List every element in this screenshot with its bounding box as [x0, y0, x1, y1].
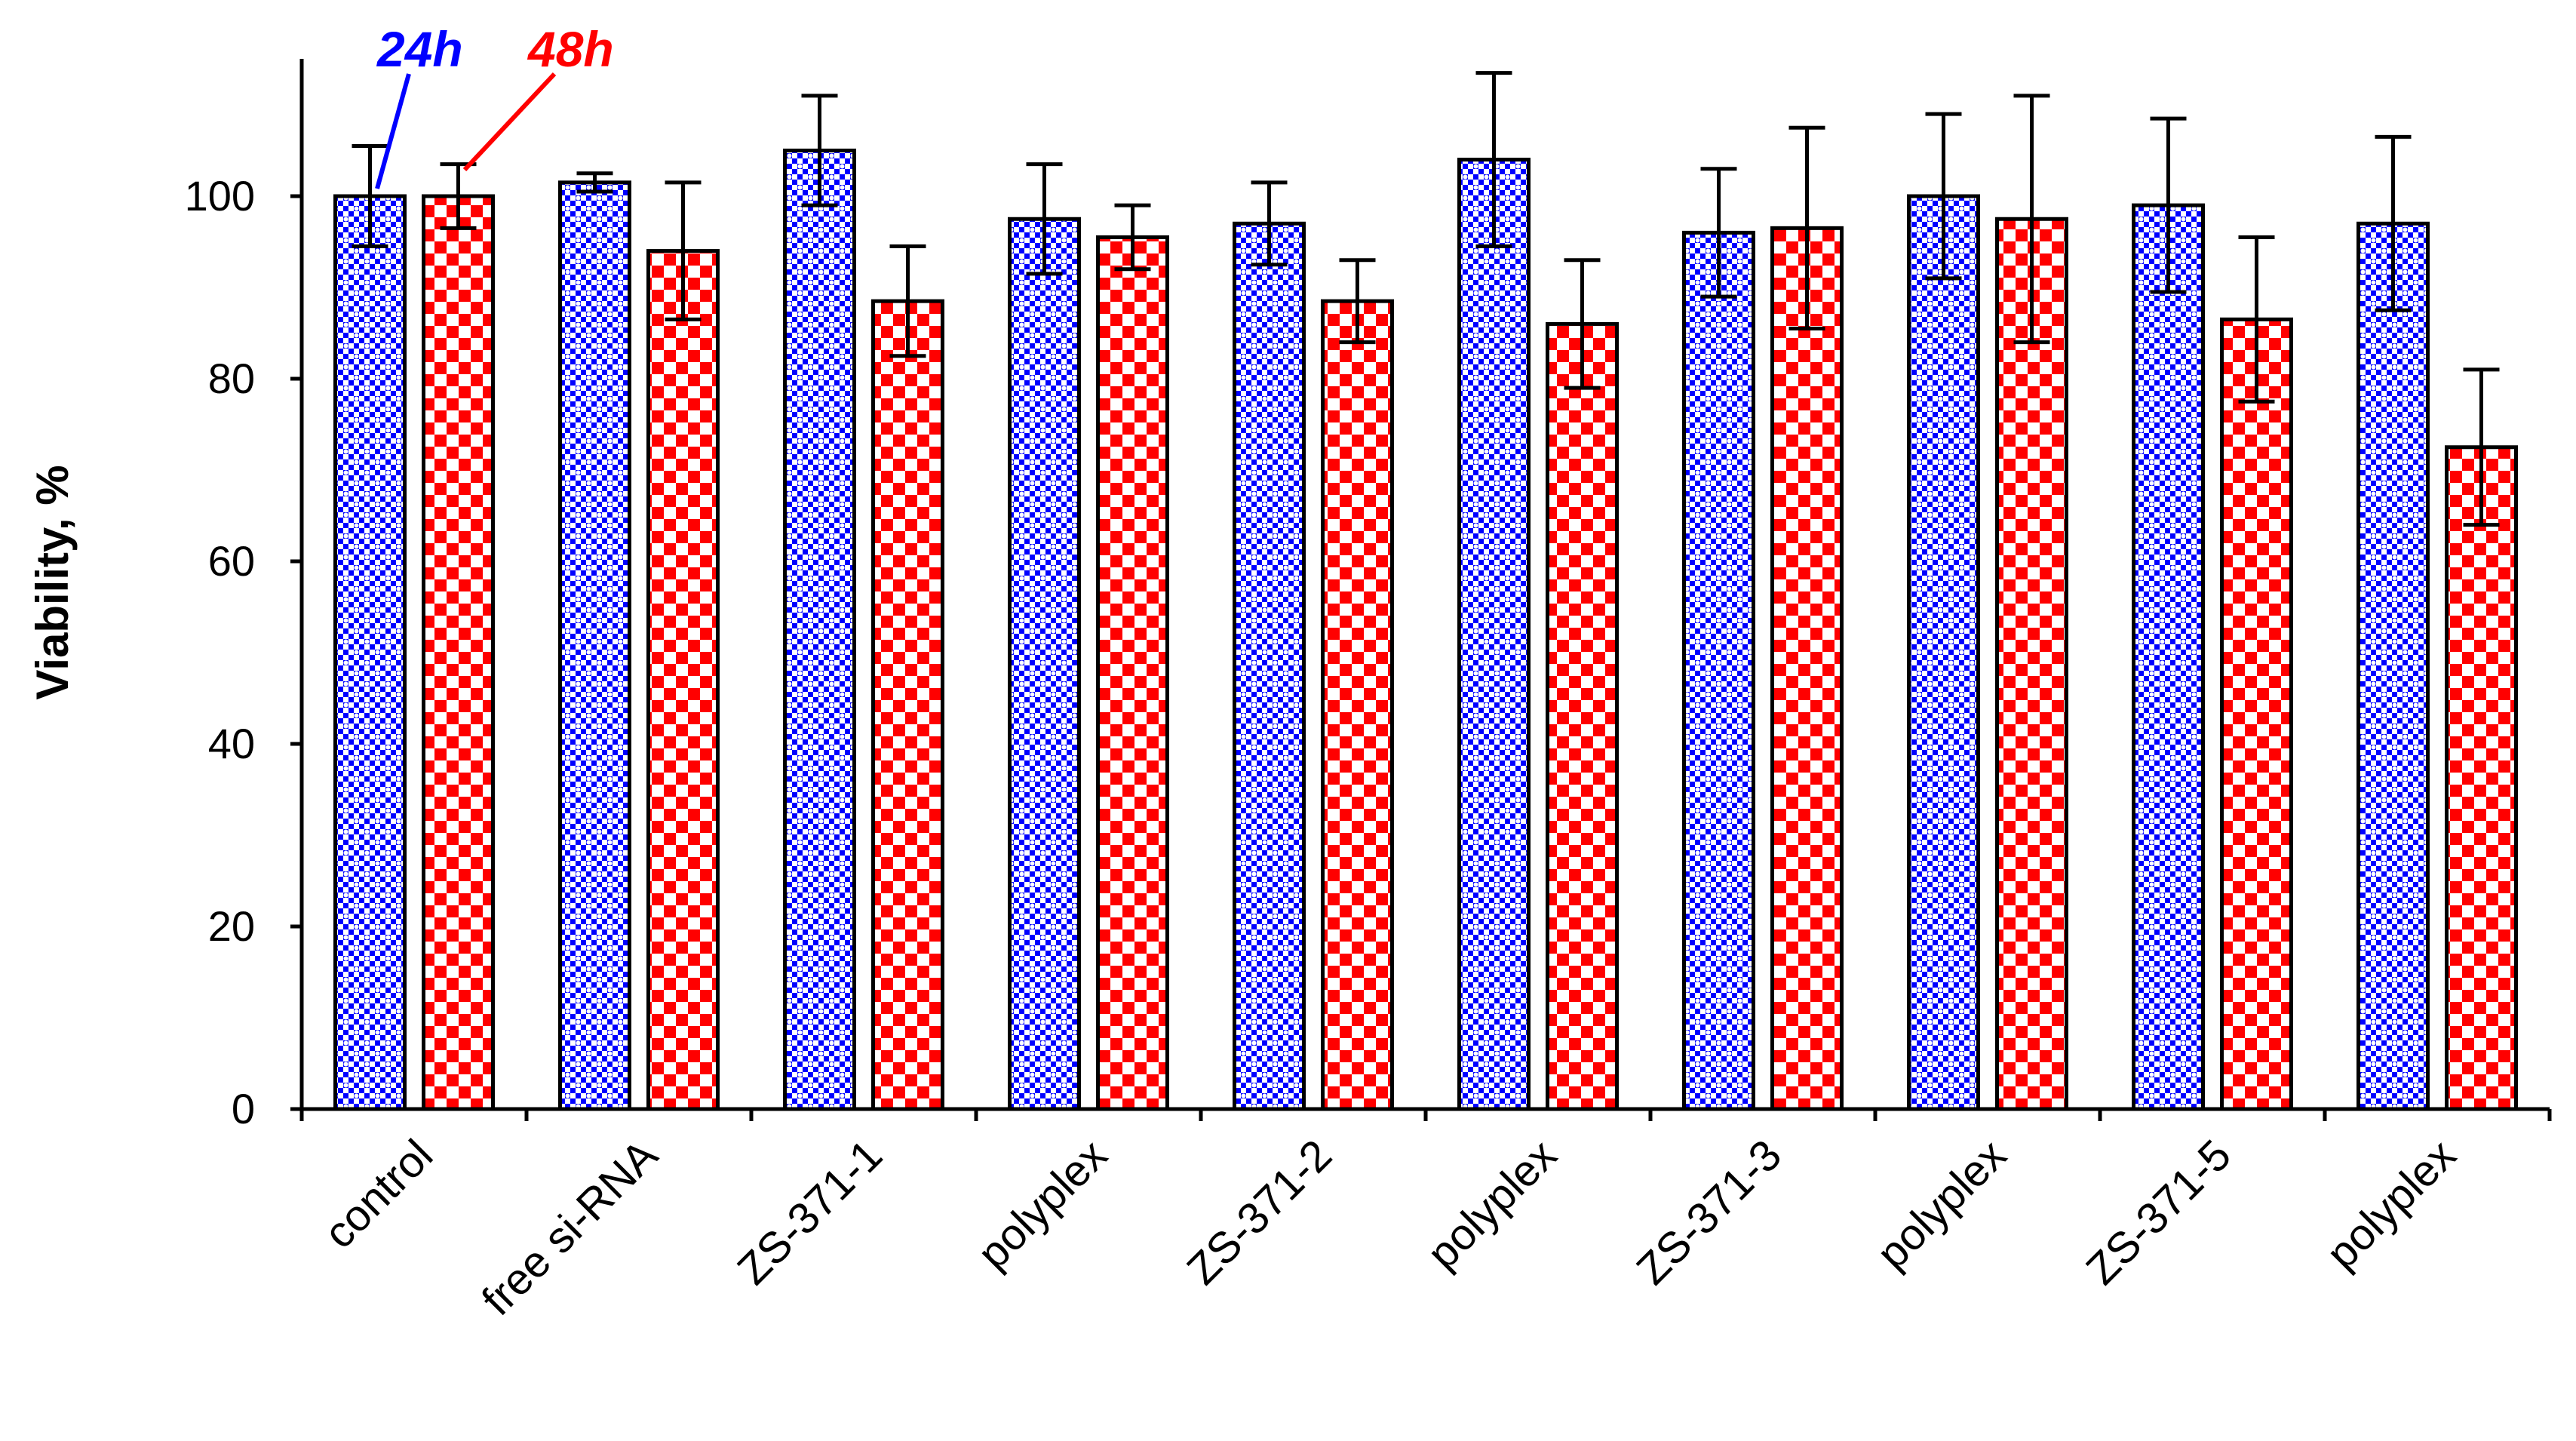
error-bar-24h-0	[352, 143, 388, 249]
bar-24h-4	[1233, 221, 1306, 1111]
bar-48h-4	[1321, 299, 1394, 1111]
error-bar-48h-7	[2013, 94, 2050, 345]
bar-48h-8	[2220, 317, 2293, 1111]
x-axis: control free si-RNA ZS-371-1 polyplex ZS-371…	[299, 1107, 2552, 1325]
bars-group	[333, 149, 2518, 1111]
x-tick-label: polyplex	[2317, 1130, 2465, 1278]
y-tick-label: 80	[208, 355, 255, 402]
bar-48h-1	[646, 249, 720, 1111]
y-axis: 0 20 40 60 80 100	[185, 59, 304, 1132]
y-tick-label: 60	[208, 537, 255, 585]
bar-24h-3	[1008, 217, 1081, 1111]
error-bar-48h-2	[889, 244, 926, 358]
error-bar-24h-9	[2375, 134, 2412, 312]
error-bar-48h-8	[2238, 235, 2275, 404]
x-tick-label: ZS-371-1	[728, 1130, 892, 1294]
error-bar-24h-2	[801, 94, 838, 207]
x-tick-labels: control free si-RNA ZS-371-1 polyplex ZS-371…	[315, 1130, 2465, 1325]
y-ticks: 0 20 40 60 80 100	[185, 172, 302, 1132]
bar-48h-7	[1995, 217, 2068, 1111]
legend-pointer-24h	[375, 73, 411, 189]
error-bar-24h-8	[2150, 116, 2187, 294]
error-bar-48h-9	[2463, 367, 2500, 527]
x-tick-label: polyplex	[1418, 1130, 1566, 1278]
bar-48h-5	[1546, 321, 1619, 1111]
error-bar-24h-4	[1251, 180, 1288, 267]
bar-24h-0	[333, 194, 407, 1111]
x-tick-label: free si-RNA	[472, 1130, 667, 1325]
error-bar-24h-7	[1925, 112, 1962, 281]
bar-24h-9	[2356, 221, 2430, 1111]
legend-pointer-48h	[462, 72, 557, 172]
error-bar-24h-6	[1700, 167, 1737, 299]
x-tick-label: ZS-371-2	[1177, 1130, 1341, 1294]
error-bar-24h-5	[1475, 71, 1512, 249]
bar-48h-6	[1770, 226, 1844, 1111]
x-tick-label: polyplex	[1868, 1130, 2016, 1278]
bar-24h-2	[783, 149, 856, 1111]
error-bar-48h-6	[1788, 125, 1825, 330]
error-bar-24h-1	[576, 171, 613, 194]
legend-label-48h: 48h	[527, 21, 614, 77]
bar-24h-8	[2132, 203, 2205, 1111]
bar-48h-2	[871, 299, 944, 1111]
bar-48h-0	[422, 194, 495, 1111]
y-axis-label: Viability, %	[27, 465, 78, 699]
error-bar-24h-3	[1026, 162, 1063, 276]
error-bar-48h-3	[1114, 203, 1151, 272]
error-bar-48h-1	[665, 180, 702, 321]
x-tick-label: control	[315, 1130, 442, 1258]
error-bar-48h-4	[1339, 258, 1376, 345]
error-bar-48h-5	[1564, 258, 1601, 390]
x-tick-label: ZS-371-3	[1627, 1130, 1791, 1294]
y-tick-label: 0	[232, 1085, 255, 1132]
legend-label-24h: 24h	[376, 21, 463, 77]
x-ticks	[299, 1109, 2552, 1121]
x-tick-label: polyplex	[969, 1130, 1116, 1278]
error-bars-group	[352, 71, 2500, 527]
y-tick-label: 40	[208, 720, 255, 767]
bar-24h-5	[1457, 158, 1531, 1111]
bar-24h-1	[558, 180, 631, 1111]
bar-48h-3	[1096, 235, 1169, 1111]
y-tick-label: 100	[185, 172, 255, 220]
x-tick-label: ZS-371-5	[2077, 1130, 2240, 1294]
legend: 24h 48h	[375, 21, 614, 189]
y-tick-label: 20	[208, 902, 255, 950]
bar-24h-6	[1682, 230, 1755, 1111]
bar-48h-9	[2445, 445, 2518, 1111]
bar-24h-7	[1907, 194, 1980, 1111]
